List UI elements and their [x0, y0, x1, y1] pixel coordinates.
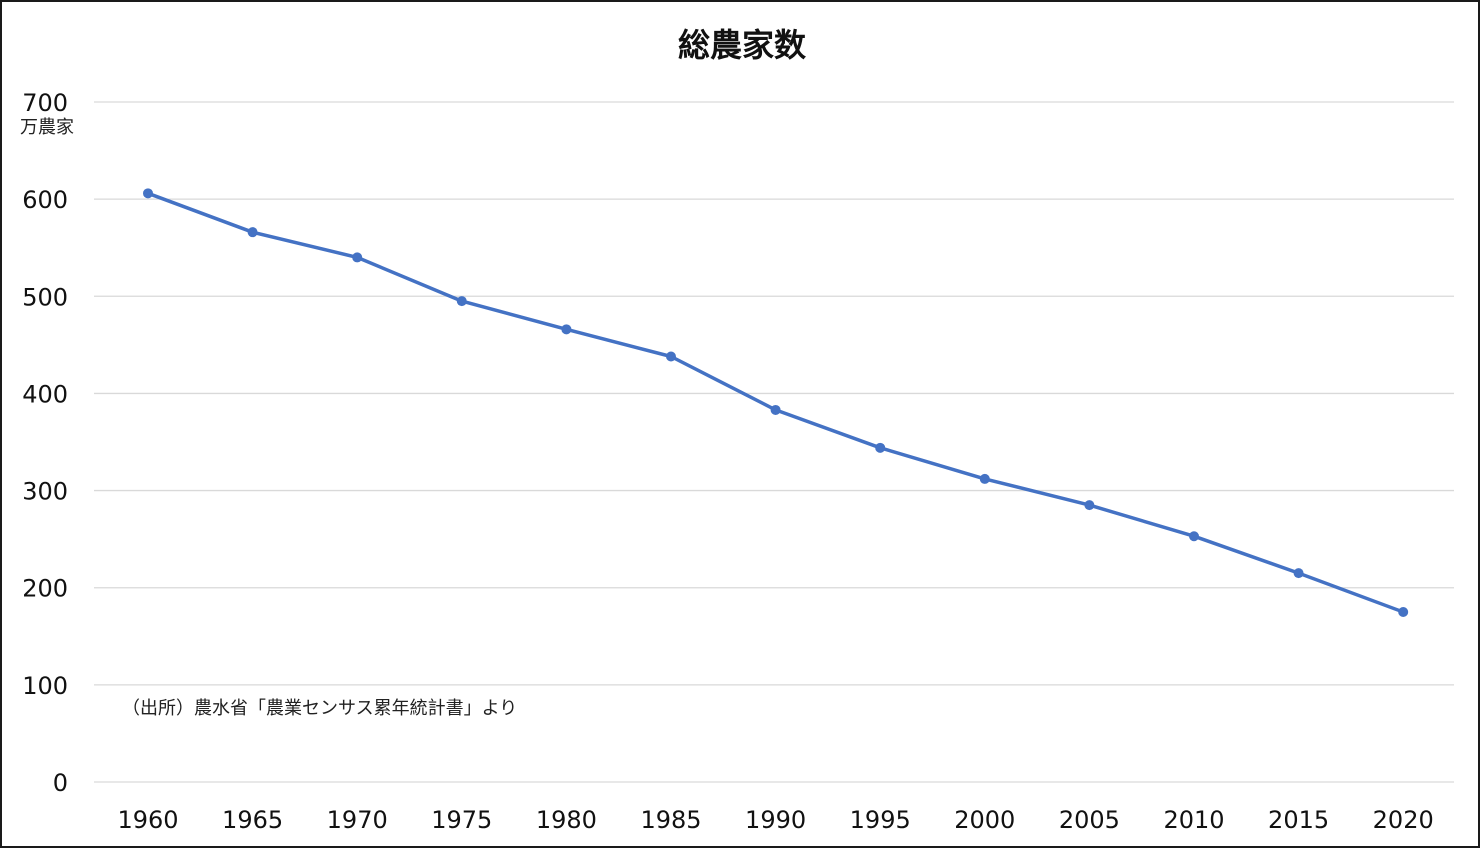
x-tick-label: 2015	[1268, 806, 1329, 834]
series-line-path	[147, 191, 1404, 614]
x-tick-label: 1995	[850, 806, 911, 834]
y-tick-label: 300	[22, 478, 68, 506]
x-tick-label: 1975	[431, 806, 492, 834]
x-tick-label: 2010	[1163, 806, 1224, 834]
data-point	[1398, 607, 1409, 617]
y-tick-label: 700	[22, 89, 68, 117]
y-axis-unit: 万農家	[20, 117, 74, 138]
y-tick-label: 100	[22, 672, 68, 700]
x-tick-label: 2020	[1373, 806, 1434, 834]
data-point	[770, 404, 781, 415]
x-tick-label: 1960	[117, 806, 178, 834]
x-tick-label: 1985	[640, 806, 701, 834]
data-point	[1084, 500, 1095, 511]
gridlines	[94, 101, 1454, 783]
x-axis-ticks: 1960 1965 1970 1975 1980 1985 1990 1995 2000 2005…	[117, 806, 1433, 834]
chart-title: 総農家数	[678, 26, 807, 64]
data-point	[666, 351, 676, 362]
data-point	[1293, 568, 1304, 579]
y-tick-label: 600	[22, 186, 68, 214]
data-point	[247, 227, 258, 238]
data-point	[875, 442, 886, 453]
data-point	[561, 324, 572, 335]
data-point	[352, 252, 363, 263]
x-tick-label: 1970	[327, 806, 388, 834]
data-point	[143, 188, 153, 199]
series-points	[143, 188, 1409, 617]
y-tick-label: 500	[22, 283, 68, 311]
x-tick-label: 1980	[536, 806, 597, 834]
x-tick-label: 2005	[1059, 806, 1120, 834]
y-tick-label: 200	[22, 575, 68, 603]
x-tick-label: 2000	[954, 806, 1015, 834]
x-tick-label: 1965	[222, 806, 283, 834]
series-line	[147, 191, 1404, 614]
data-point	[979, 473, 990, 484]
y-tick-label: 400	[22, 380, 68, 408]
x-tick-label: 1990	[745, 806, 806, 834]
y-tick-label: 0	[53, 769, 68, 797]
data-point	[1189, 531, 1199, 542]
data-point	[456, 296, 467, 307]
source-note: （出所）農水省「農業センサス累年統計書」より	[122, 698, 517, 719]
y-axis-ticks: 0 100 200 300 400 500 600 700	[22, 89, 68, 797]
